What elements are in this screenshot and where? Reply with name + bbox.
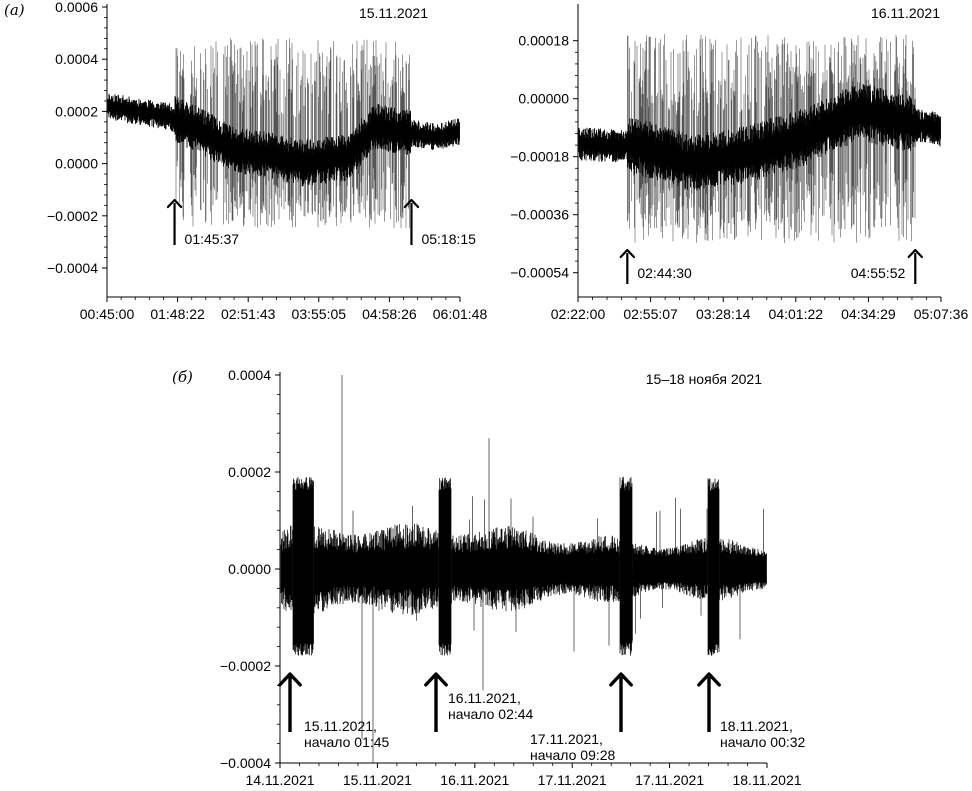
y-tick-label: 0.0000 [55, 156, 98, 172]
panel-label-a: (а) [4, 1, 25, 19]
background-noise-trace [280, 523, 767, 616]
axes-15-18-nov: 0.0004 0.0002 0.0000 −0.0002 −0.000414.11.20… [220, 367, 802, 788]
y-tick-label: 0.0004 [228, 367, 271, 383]
x-tick-label: 02:22:00 [551, 306, 606, 322]
x-tick-label: 04:58:26 [362, 306, 417, 322]
chart-panel-15-18-nov: (б) 15–18 ноябя 2021 0.0004 0.0002 0.0000 −… [172, 367, 806, 788]
annotation-date-label: 16.11.2021, [448, 690, 521, 706]
annotation-date-label: 18.11.2021, [720, 718, 793, 734]
panel-15-18-nov-frame: 0.0004 0.0002 0.0000 −0.0002 −0.000414.11.20… [220, 367, 802, 788]
burst-blocks [292, 476, 720, 656]
y-tick-label: 0.0006 [55, 0, 98, 15]
annotation-date-label: 17.11.2021, [530, 731, 603, 747]
chart-title-15-nov: 15.11.2021 [359, 5, 428, 21]
panel-label-b: (б) [172, 368, 193, 386]
y-tick-label: 0.0004 [55, 51, 98, 67]
annotations-16-nov: 02:44:30 04:55:52 [619, 248, 923, 284]
annotation-time-label: 02:44:30 [637, 265, 692, 281]
y-tick-label: 0.00000 [518, 91, 569, 107]
chart-panel-16-nov: 16.11.2021 0.00018 0.00000 −0.00018 −0.0003… [510, 4, 968, 322]
x-tick-label: 17.11.2021 [635, 772, 704, 788]
annotations-15-18-nov: 15.11.2021,начало 01:4516.11.2021,начало… [278, 672, 806, 763]
arrow-up-icon [609, 672, 633, 732]
arrow-up-icon [619, 248, 636, 284]
chart-title-15-18-nov: 15–18 ноябя 2021 [646, 371, 762, 387]
x-tick-label: 16.11.2021 [440, 772, 509, 788]
x-tick-label: 02:51:43 [221, 306, 276, 322]
annotation-time-label: 04:55:52 [851, 265, 906, 281]
annotation-start-label: начало 01:45 [304, 734, 390, 750]
panel-15-nov-frame: 0.0006 0.0004 0.0002 0.0000 −0.0002 −0.0004 00… [47, 0, 487, 322]
chart-panel-15-nov: (а) 15.11.2021 0.0006 0.0004 0.0002 0.0000 −… [4, 0, 487, 322]
axes-16-nov: 0.00018 0.00000 −0.00018 −0.00036 −0.00054 02… [510, 4, 968, 322]
y-tick-label: 0.0002 [228, 464, 271, 480]
annotation-date-label: 15.11.2021, [304, 718, 377, 734]
y-tick-label: −0.00054 [510, 265, 569, 281]
annotation-start-label: начало 02:44 [448, 706, 534, 722]
annotation-time-label: 05:18:15 [421, 231, 476, 247]
baseline-trace [107, 93, 460, 187]
annotation-start-label: начало 09:28 [530, 747, 616, 763]
x-tick-label: 03:28:14 [696, 306, 751, 322]
x-tick-label: 05:07:36 [914, 306, 969, 322]
y-tick-label: −0.0004 [220, 755, 271, 771]
annotation-start-label: начало 00:32 [720, 734, 806, 750]
baseline-trace [578, 84, 941, 191]
x-tick-label: 15.11.2021 [343, 772, 412, 788]
signal-trace-15-nov [107, 38, 460, 228]
y-tick-label: 0.0002 [55, 103, 98, 119]
y-tick-label: 0.0000 [228, 561, 271, 577]
x-tick-label: 14.11.2021 [245, 772, 314, 788]
axes-15-nov: 0.0006 0.0004 0.0002 0.0000 −0.0002 −0.0004 00… [47, 0, 487, 322]
y-tick-label: −0.0002 [47, 208, 98, 224]
signal-trace-15-18-nov [280, 375, 767, 763]
y-tick-label: −0.0004 [47, 260, 98, 276]
x-tick-label: 04:34:29 [841, 306, 896, 322]
chart-title-16-nov: 16.11.2021 [871, 5, 940, 21]
arrow-up-icon [907, 248, 923, 284]
panel-16-nov-frame: 0.00018 0.00000 −0.00018 −0.00036 −0.00054 02… [510, 4, 968, 322]
arrow-up-icon [697, 672, 721, 732]
x-tick-label: 03:55:05 [292, 306, 347, 322]
arrow-up-icon [424, 672, 448, 732]
x-tick-label: 02:55:07 [623, 306, 678, 322]
arrow-up-icon [278, 672, 302, 732]
arrow-up-icon [403, 198, 420, 245]
y-tick-label: −0.00036 [510, 207, 569, 223]
y-tick-label: −0.0002 [220, 658, 271, 674]
x-tick-label: 17.11.2021 [538, 772, 607, 788]
y-tick-label: −0.00018 [510, 149, 569, 165]
signal-trace-16-nov [578, 34, 941, 243]
x-tick-label: 00:45:00 [80, 306, 135, 322]
arrow-up-icon [166, 198, 183, 245]
annotation-time-label: 01:45:37 [185, 231, 240, 247]
x-tick-label: 18.11.2021 [732, 772, 801, 788]
x-tick-label: 04:01:22 [769, 306, 824, 322]
y-tick-label: 0.00018 [518, 33, 569, 49]
x-tick-label: 01:48:22 [150, 306, 205, 322]
annotations-15-nov: 01:45:37 05:18:15 [166, 198, 476, 247]
x-tick-label: 06:01:48 [433, 306, 488, 322]
